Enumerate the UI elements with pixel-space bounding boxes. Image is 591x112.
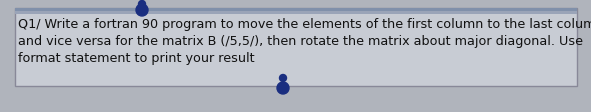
Circle shape [277, 82, 289, 94]
Bar [15, 8, 577, 86]
Bar [15, 11, 577, 14]
Circle shape [280, 74, 287, 82]
Text: Q1/ Write a fortran 90 program to move the elements of the first column to the l: Q1/ Write a fortran 90 program to move t… [18, 18, 591, 65]
Circle shape [138, 0, 145, 8]
Circle shape [136, 4, 148, 16]
Bar [15, 8, 577, 11]
